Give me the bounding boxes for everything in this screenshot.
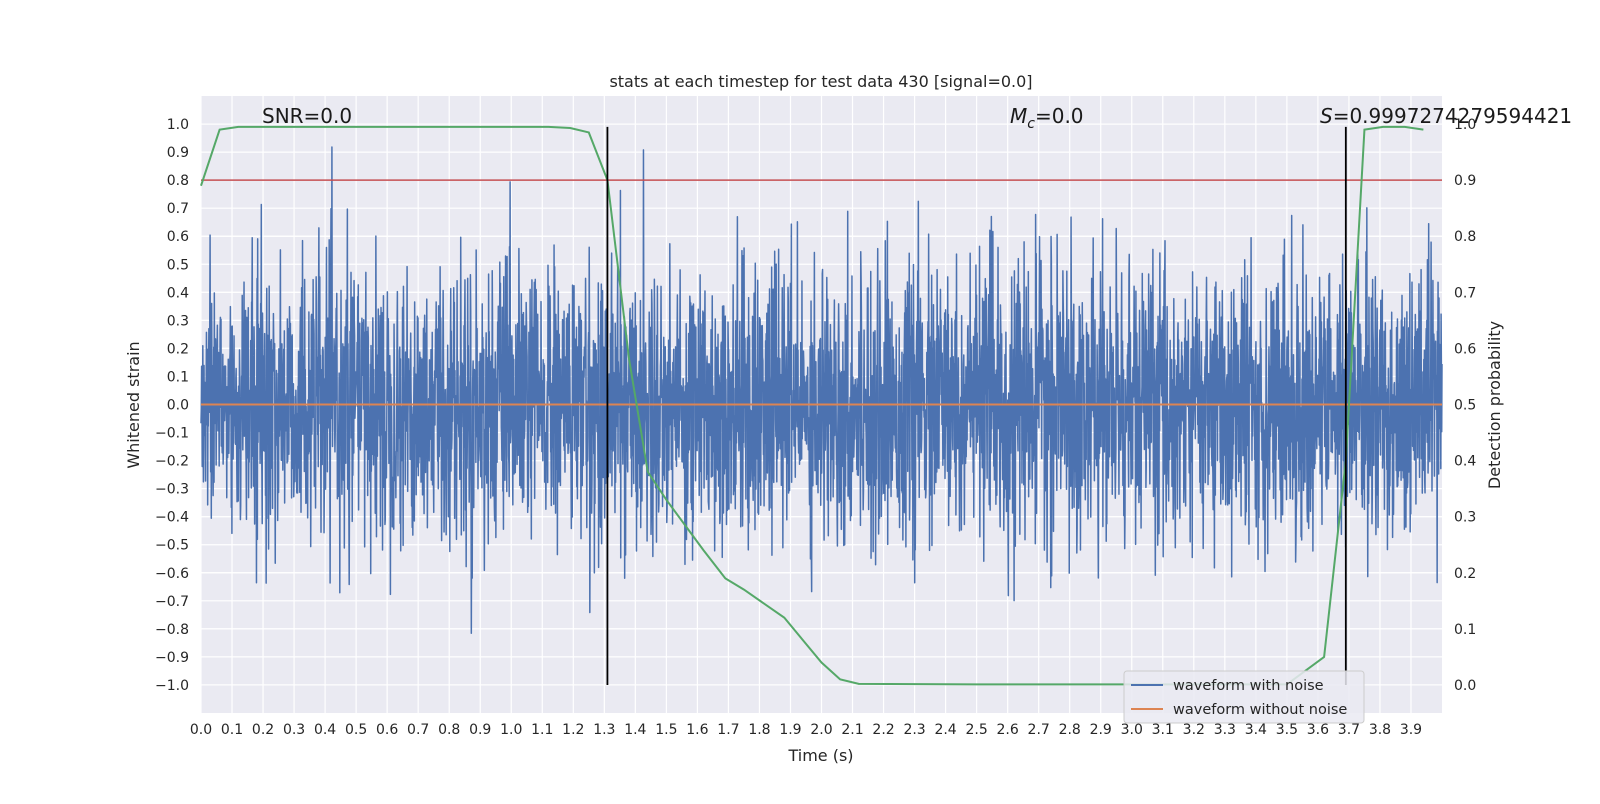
x-tick-label: 0.2 (252, 722, 274, 738)
y-left-tick-label: 0.1 (167, 369, 189, 385)
y-right-tick-label: 0.1 (1454, 622, 1476, 638)
x-tick-label: 2.9 (1090, 722, 1112, 738)
x-tick-label: 1.5 (655, 722, 677, 738)
y-left-tick-label: −0.9 (155, 650, 189, 666)
x-tick-label: 2.4 (934, 722, 956, 738)
noise-layer (200, 146, 1443, 635)
chirp-mass-annotation: Mc=0.0 (1010, 104, 1084, 132)
x-tick-label: 0.3 (283, 722, 305, 738)
x-tick-label: 1.2 (562, 722, 584, 738)
y-right-tick-label: 0.7 (1454, 285, 1476, 301)
snr-annotation: SNR=0.0 (262, 104, 352, 128)
s-value: =0.9997274279594421 (1333, 104, 1572, 128)
x-tick-label: 1.1 (531, 722, 553, 738)
x-tick-label: 0.8 (438, 722, 460, 738)
legend-label-waveform-without-noise: waveform without noise (1173, 702, 1347, 718)
y-right-tick-label: 1.0 (1454, 117, 1476, 133)
x-tick-label: 3.7 (1338, 722, 1360, 738)
y-right-tick-label: 0.0 (1454, 678, 1476, 694)
x-tick-label: 0.6 (376, 722, 398, 738)
y-right-tick-labels: 1.0 0.9 0.8 0.7 0.6 0.5 0.4 0.3 0.2 0.1 0.0 (1454, 117, 1476, 694)
legend-label-waveform-with-noise: waveform with noise (1173, 678, 1324, 694)
x-tick-label: 2.1 (841, 722, 863, 738)
x-tick-label: 3.8 (1369, 722, 1391, 738)
x-tick-label: 0.1 (221, 722, 243, 738)
x-tick-label: 1.0 (500, 722, 522, 738)
y-left-tick-label: −0.8 (155, 622, 189, 638)
y-left-tick-label: −0.5 (155, 538, 189, 554)
x-tick-label: 1.9 (779, 722, 801, 738)
x-tick-label: 3.6 (1307, 722, 1329, 738)
x-tick-label: 1.7 (717, 722, 739, 738)
x-tick-label: 0.4 (314, 722, 336, 738)
chart-title: stats at each timestep for test data 430… (609, 72, 1032, 91)
mc-symbol: M (1010, 104, 1027, 128)
x-tick-label: 2.7 (1028, 722, 1050, 738)
x-tick-label: 0.9 (469, 722, 491, 738)
x-tick-label: 0.7 (407, 722, 429, 738)
x-tick-label: 2.0 (810, 722, 832, 738)
y-left-tick-label: 0.4 (167, 285, 189, 301)
series-line-waveform-with-noise (200, 146, 1443, 635)
x-axis-label: Time (s) (787, 746, 853, 765)
score-annotation: S=0.9997274279594421 (1320, 104, 1572, 128)
y-left-tick-label: −0.4 (155, 510, 189, 526)
y-left-tick-label: −0.3 (155, 482, 189, 498)
y-right-tick-label: 0.3 (1454, 510, 1476, 526)
x-tick-label: 0.5 (345, 722, 367, 738)
y-left-tick-label: 0.9 (167, 145, 189, 161)
series-layer (200, 125, 1442, 686)
y-right-tick-label: 0.9 (1454, 173, 1476, 189)
y-left-tick-label: 0.2 (167, 341, 189, 357)
y-right-tick-label: 0.2 (1454, 566, 1476, 582)
x-tick-label: 1.4 (624, 722, 646, 738)
y-right-tick-label: 0.4 (1454, 454, 1476, 470)
x-tick-label: 3.5 (1276, 722, 1298, 738)
y-right-axis-label: Detection probability (1485, 321, 1504, 489)
y-left-tick-label: 0.0 (167, 398, 189, 414)
x-tick-label: 2.3 (903, 722, 925, 738)
x-tick-label: 3.2 (1183, 722, 1205, 738)
y-left-tick-label: 0.7 (167, 201, 189, 217)
mc-value: =0.0 (1035, 104, 1084, 128)
y-right-tick-label: 0.5 (1454, 398, 1476, 414)
y-left-tick-label: 1.0 (167, 117, 189, 133)
y-left-tick-label: −0.2 (155, 454, 189, 470)
x-tick-label: 1.8 (748, 722, 770, 738)
x-tick-label: 0.0 (190, 722, 212, 738)
x-tick-label: 2.5 (965, 722, 987, 738)
y-left-tick-label: −0.6 (155, 566, 189, 582)
x-tick-label: 1.6 (686, 722, 708, 738)
x-tick-label: 3.4 (1245, 722, 1267, 738)
y-left-tick-label: 0.3 (167, 313, 189, 329)
y-right-tick-label: 0.6 (1454, 341, 1476, 357)
x-tick-label: 3.1 (1152, 722, 1174, 738)
y-left-tick-label: −0.7 (155, 594, 189, 610)
legend: waveform with noise waveform without noi… (1123, 670, 1365, 724)
x-tick-label: 3.3 (1214, 722, 1236, 738)
y-left-axis-label: Whitened strain (124, 341, 143, 468)
y-left-tick-label: −0.1 (155, 426, 189, 442)
legend-box (1123, 670, 1365, 724)
x-tick-label: 3.9 (1400, 722, 1422, 738)
x-tick-label: 2.6 (997, 722, 1019, 738)
y-left-tick-labels: 1.0 0.9 0.8 0.7 0.6 0.5 0.4 0.3 0.2 0.1 0.0 −0.1 −0.… (155, 117, 189, 694)
s-symbol: S (1320, 104, 1333, 128)
y-left-tick-label: 0.8 (167, 173, 189, 189)
x-tick-label: 1.3 (593, 722, 615, 738)
x-tick-labels: 0.0 0.1 0.2 0.3 0.4 0.5 0.6 0.7 0.8 0.9 1.0 1.1 1.2 1… (190, 722, 1422, 738)
y-left-tick-label: 0.6 (167, 229, 189, 245)
series-line-detection-probability (200, 125, 1424, 686)
y-right-tick-label: 0.8 (1454, 229, 1476, 245)
x-tick-label: 3.0 (1121, 722, 1143, 738)
x-tick-label: 2.2 (872, 722, 894, 738)
x-tick-label: 2.8 (1059, 722, 1081, 738)
y-left-tick-label: 0.5 (167, 257, 189, 273)
y-left-tick-label: −1.0 (155, 678, 189, 694)
mc-subscript: c (1027, 116, 1035, 132)
